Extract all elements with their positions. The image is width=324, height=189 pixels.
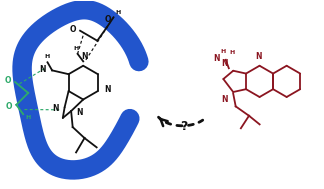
Text: O: O bbox=[4, 76, 11, 85]
Text: N: N bbox=[222, 59, 228, 68]
Text: N: N bbox=[77, 108, 83, 117]
Text: H: H bbox=[45, 53, 50, 59]
Text: H: H bbox=[220, 49, 225, 54]
Text: N: N bbox=[104, 85, 110, 94]
Text: ?: ? bbox=[180, 120, 188, 133]
Text: H: H bbox=[25, 115, 30, 120]
Text: H: H bbox=[115, 10, 120, 15]
Text: O: O bbox=[6, 101, 12, 111]
Text: N: N bbox=[81, 52, 88, 61]
Text: N: N bbox=[256, 52, 262, 61]
Text: N: N bbox=[40, 65, 46, 74]
Text: N: N bbox=[52, 104, 59, 113]
Text: H: H bbox=[229, 50, 235, 55]
Text: O: O bbox=[105, 15, 111, 24]
Text: N: N bbox=[222, 95, 228, 104]
Text: O: O bbox=[69, 25, 76, 34]
Text: N: N bbox=[213, 54, 219, 63]
Text: H: H bbox=[73, 46, 78, 51]
